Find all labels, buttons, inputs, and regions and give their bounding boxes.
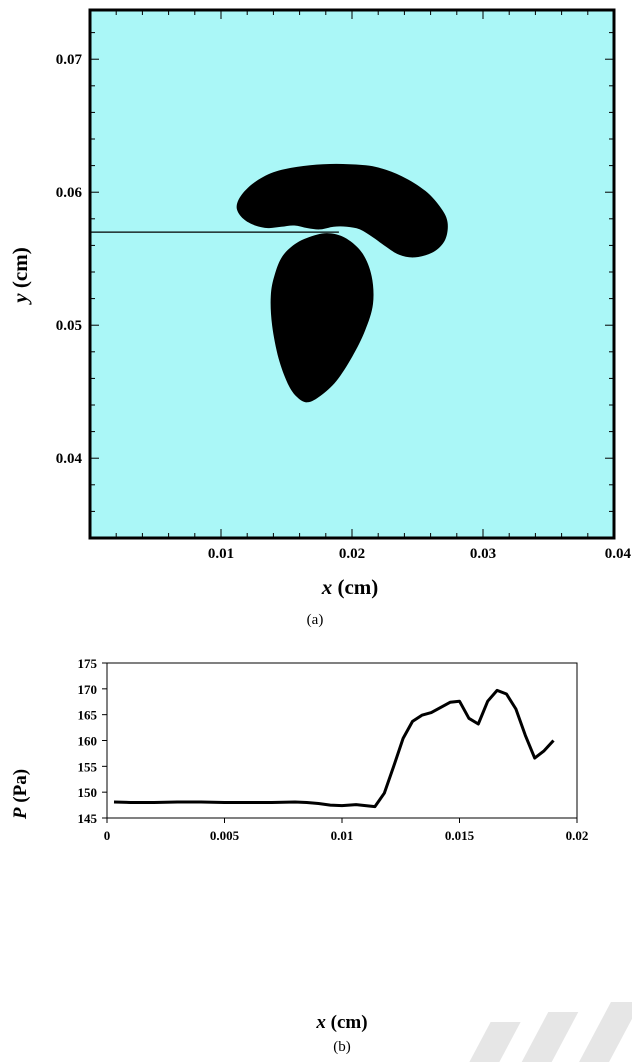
x-tick-label: 0.03	[470, 546, 496, 562]
x-tick-label: 0.02	[566, 828, 589, 843]
x-axis-title: x (cm)	[315, 1012, 367, 1033]
y-tick-label: 0.07	[56, 52, 83, 68]
x-tick-label: 0.005	[210, 828, 240, 843]
x-tick-label: 0.015	[445, 828, 475, 843]
x-tick-label: 0.02	[339, 546, 365, 562]
series-line-pressure	[113, 688, 555, 809]
x-axis-title: x (cm)	[321, 575, 379, 599]
tick-marks	[102, 662, 578, 823]
tick-marks	[90, 10, 615, 538]
y-tick-label: 0.05	[56, 318, 82, 334]
y-tick-label: 155	[78, 759, 98, 774]
y-tick-label: 145	[78, 811, 98, 826]
y-axis-title: P (Pa)	[10, 769, 31, 820]
chart-b-pressure-plot: 145 150 155 160 165 170 175 0 0.005 0.01…	[10, 656, 589, 1055]
x-tick-label: 0.04	[605, 546, 632, 562]
y-tick-labels: 0.04 0.05 0.06 0.07	[56, 52, 83, 467]
y-tick-label: 150	[78, 785, 98, 800]
caption-a: (a)	[307, 612, 324, 628]
x-tick-label: 0.01	[331, 828, 354, 843]
y-tick-label: 0.06	[56, 185, 83, 201]
plot-frame	[106, 662, 578, 819]
bubble-upper	[236, 163, 448, 258]
y-tick-label: 165	[78, 708, 98, 723]
caption-b: (b)	[333, 1039, 351, 1055]
y-tick-label: 170	[78, 682, 98, 697]
x-tick-label: 0	[104, 828, 111, 843]
y-axis-title: y (cm)	[8, 247, 32, 305]
y-tick-label: 160	[78, 734, 98, 749]
chart-a-bubble-plot: 0.04 0.05 0.06 0.07 0.01 0.02 0.03 0.04 …	[8, 8, 632, 628]
x-tick-labels: 0.01 0.02 0.03 0.04	[208, 546, 632, 562]
y-tick-label: 0.04	[56, 451, 83, 467]
x-tick-label: 0.01	[208, 546, 234, 562]
y-tick-label: 175	[78, 656, 98, 671]
y-tick-labels: 145 150 155 160 165 170 175	[78, 656, 98, 826]
x-tick-labels: 0 0.005 0.01 0.015 0.02	[104, 828, 589, 843]
bubble-lower	[270, 233, 374, 403]
